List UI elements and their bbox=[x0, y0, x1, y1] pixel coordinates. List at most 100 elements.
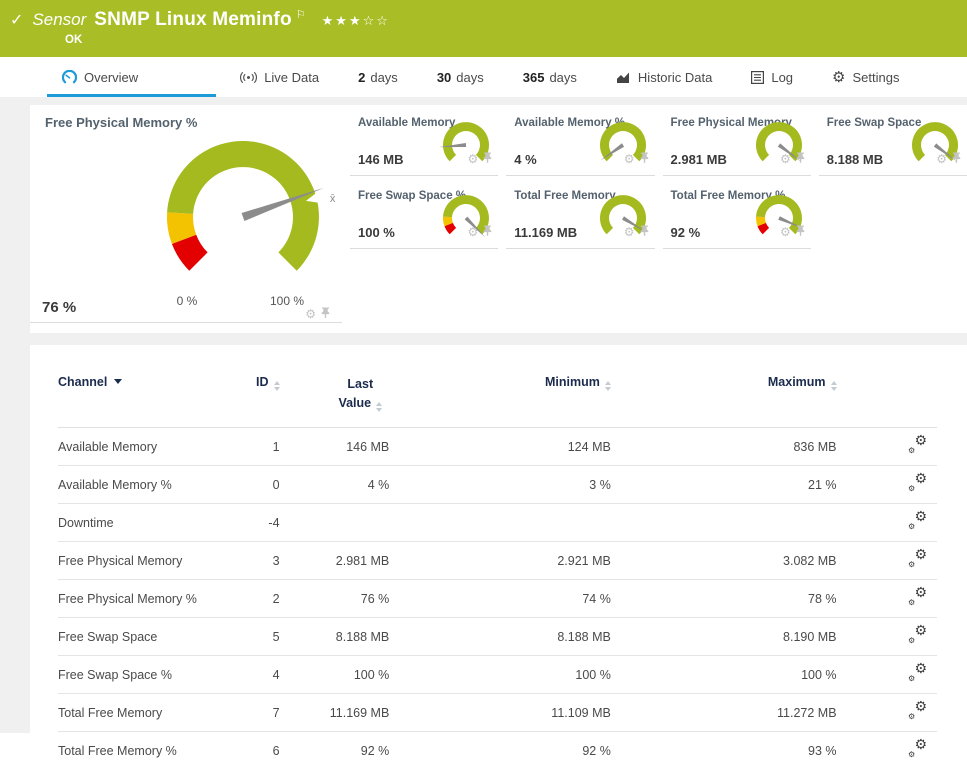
gauge-cell-total-free-memory[interactable]: Total Free Memory 11.169 MB ⚙ bbox=[506, 185, 655, 249]
gauge-cell-free-swap-space-pct[interactable]: Free Swap Space % 100 % ⚙ bbox=[350, 185, 499, 249]
col-header-maximum[interactable]: Maximum bbox=[611, 367, 837, 427]
settings-icon: ⚙ bbox=[832, 69, 846, 86]
channel-maximum: 78 % bbox=[808, 591, 837, 606]
channel-row-total-free-memory-pct[interactable]: Total Free Memory % 6 92 % 92 % 93 % ⚙ ⚙ bbox=[58, 731, 937, 761]
col-header-id[interactable]: ID bbox=[224, 367, 280, 427]
gauge bbox=[907, 119, 963, 176]
tab-label: days bbox=[456, 69, 484, 85]
gauge-actions: ⚙ bbox=[624, 150, 649, 168]
channel-last-value: 4 % bbox=[367, 477, 390, 492]
channel-row-free-physical-memory[interactable]: Free Physical Memory 3 2.981 MB 2.921 MB 3.0… bbox=[58, 541, 937, 579]
live-icon bbox=[240, 71, 258, 84]
channel-row-available-memory[interactable]: Available Memory 1 146 MB 124 MB 836 MB ⚙ ⚙ bbox=[58, 427, 937, 465]
channel-id: 6 bbox=[272, 743, 280, 758]
tab-live-data[interactable]: Live Data bbox=[225, 57, 334, 97]
main-gauge-title: Free Physical Memory % bbox=[45, 115, 198, 130]
pin-icon[interactable] bbox=[483, 223, 492, 241]
channel-table-body: Available Memory 1 146 MB 124 MB 836 MB ⚙ ⚙ Ava… bbox=[58, 427, 937, 761]
col-header-last-value[interactable]: Last Value bbox=[280, 367, 390, 427]
main-gauge-actions: ⚙ bbox=[305, 305, 330, 323]
sensor-header: ✓ Sensor SNMP Linux Meminfo ⚐ ★★★☆☆ OK bbox=[0, 0, 967, 57]
channel-minimum: 74 % bbox=[582, 591, 611, 606]
channel-minimum: 124 MB bbox=[567, 439, 611, 454]
channel-name[interactable]: Free Physical Memory % bbox=[58, 591, 197, 606]
status-badge: OK bbox=[65, 34, 83, 46]
channel-row-free-physical-memory-pct[interactable]: Free Physical Memory % 2 76 % 74 % 78 % ⚙ ⚙ bbox=[58, 579, 937, 617]
channel-name[interactable]: Free Physical Memory bbox=[58, 553, 183, 568]
tab-label: Settings bbox=[852, 69, 900, 85]
channel-minimum: 92 % bbox=[582, 743, 611, 758]
gauges-panel: Free Physical Memory % x̄ 0 % 100 % 76 %… bbox=[30, 105, 967, 333]
tab-historic-data[interactable]: Historic Data bbox=[601, 57, 727, 97]
gauge-actions: ⚙ bbox=[936, 150, 961, 168]
gear-icon[interactable]: ⚙ bbox=[305, 307, 316, 321]
channel-settings-gears-icon[interactable]: ⚙ ⚙ bbox=[908, 659, 927, 683]
gauge bbox=[595, 119, 651, 176]
pin-icon[interactable] bbox=[796, 223, 805, 241]
main-gauge-cell-free-physical-memory-pct[interactable]: Free Physical Memory % x̄ 0 % 100 % 76 %… bbox=[30, 105, 342, 323]
pin-icon[interactable] bbox=[483, 150, 492, 168]
pin-icon[interactable] bbox=[796, 150, 805, 168]
stars-empty[interactable]: ☆☆ bbox=[362, 13, 390, 28]
channel-id: 5 bbox=[272, 629, 280, 644]
gauge-label: Free Physical Memory bbox=[670, 117, 792, 129]
gauge-cell-total-free-memory-pct[interactable]: Total Free Memory % 92 % ⚙ bbox=[662, 185, 811, 249]
tab-log[interactable]: Log bbox=[736, 57, 808, 97]
channel-settings-gears-icon[interactable]: ⚙ ⚙ bbox=[908, 545, 927, 569]
gauge-cell-available-memory-pct[interactable]: Available Memory % 4 % ⚙ bbox=[506, 112, 655, 176]
tab-2-days[interactable]: 2 days bbox=[343, 57, 413, 97]
pin-icon[interactable] bbox=[640, 223, 649, 241]
channel-settings-gears-icon[interactable]: ⚙ ⚙ bbox=[908, 621, 927, 645]
col-header-channel[interactable]: Channel bbox=[58, 367, 224, 427]
channel-settings-gears-icon[interactable]: ⚙ ⚙ bbox=[908, 697, 927, 721]
channel-row-free-swap-space[interactable]: Free Swap Space 5 8.188 MB 8.188 MB 8.190 MB… bbox=[58, 617, 937, 655]
gauge-cell-free-physical-memory[interactable]: Free Physical Memory 2.981 MB ⚙ bbox=[662, 112, 811, 176]
channel-maximum: 21 % bbox=[808, 477, 837, 492]
gear-icon[interactable]: ⚙ bbox=[623, 225, 635, 239]
channel-id: 2 bbox=[272, 591, 280, 606]
channel-row-total-free-memory[interactable]: Total Free Memory 7 11.169 MB 11.109 MB 11.2… bbox=[58, 693, 937, 731]
tab-365-days[interactable]: 365 days bbox=[508, 57, 592, 97]
channel-name[interactable]: Downtime bbox=[58, 515, 114, 530]
channel-last-value: 100 % bbox=[353, 667, 390, 682]
gear-icon[interactable]: ⚙ bbox=[623, 152, 635, 166]
sensor-title-line: ✓ Sensor SNMP Linux Meminfo ⚐ ★★★☆☆ bbox=[10, 9, 967, 31]
channel-name[interactable]: Total Free Memory % bbox=[58, 743, 177, 758]
channel-settings-gears-icon[interactable]: ⚙ ⚙ bbox=[908, 431, 927, 455]
col-header-minimum[interactable]: Minimum bbox=[389, 367, 611, 427]
channel-name[interactable]: Total Free Memory bbox=[58, 705, 163, 720]
tab-overview[interactable]: Overview bbox=[47, 57, 217, 97]
gauge-cell-available-memory[interactable]: Available Memory 146 MB ⚙ bbox=[350, 112, 499, 176]
channel-last-value: 76 % bbox=[360, 591, 390, 606]
pin-icon[interactable] bbox=[640, 150, 649, 168]
gauge-value: 11.169 MB bbox=[514, 225, 578, 240]
tab-label: Historic Data bbox=[637, 69, 713, 85]
channel-name[interactable]: Available Memory bbox=[58, 439, 158, 454]
gear-icon[interactable]: ⚙ bbox=[779, 225, 791, 239]
channel-row-downtime[interactable]: Downtime -4 ⚙ ⚙ bbox=[58, 503, 937, 541]
gear-icon[interactable]: ⚙ bbox=[467, 152, 479, 166]
pin-icon[interactable] bbox=[952, 150, 961, 168]
channel-settings-gears-icon[interactable]: ⚙ ⚙ bbox=[908, 735, 927, 759]
gear-icon[interactable]: ⚙ bbox=[467, 225, 479, 239]
small-gauges-grid: Available Memory 146 MB ⚙ Available Memory … bbox=[350, 105, 967, 333]
channel-name[interactable]: Available Memory % bbox=[58, 477, 172, 492]
channel-settings-gears-icon[interactable]: ⚙ ⚙ bbox=[908, 507, 927, 531]
gauge-value: 146 MB bbox=[358, 152, 404, 167]
gauge bbox=[751, 119, 807, 176]
priority-stars[interactable]: ★★★☆☆ bbox=[322, 13, 390, 29]
channel-settings-gears-icon[interactable]: ⚙ ⚙ bbox=[908, 469, 927, 493]
channel-name[interactable]: Free Swap Space % bbox=[58, 667, 172, 682]
gauge-cell-free-swap-space[interactable]: Free Swap Space 8.188 MB ⚙ bbox=[818, 112, 967, 176]
gear-icon[interactable]: ⚙ bbox=[779, 152, 791, 166]
gear-icon[interactable]: ⚙ bbox=[936, 152, 947, 166]
channel-settings-gears-icon[interactable]: ⚙ ⚙ bbox=[908, 583, 927, 607]
pin-icon[interactable] bbox=[321, 305, 330, 323]
channel-row-free-swap-space-pct[interactable]: Free Swap Space % 4 100 % 100 % 100 % ⚙ ⚙ bbox=[58, 655, 937, 693]
channel-row-available-memory-pct[interactable]: Available Memory % 0 4 % 3 % 21 % ⚙ ⚙ bbox=[58, 465, 937, 503]
priority-flag-icon[interactable]: ⚐ bbox=[295, 9, 306, 21]
tab-30-days[interactable]: 30 days bbox=[422, 57, 499, 97]
channel-name[interactable]: Free Swap Space bbox=[58, 629, 158, 644]
tab-settings[interactable]: ⚙ Settings bbox=[817, 57, 914, 97]
stars-filled[interactable]: ★★★ bbox=[321, 13, 363, 28]
